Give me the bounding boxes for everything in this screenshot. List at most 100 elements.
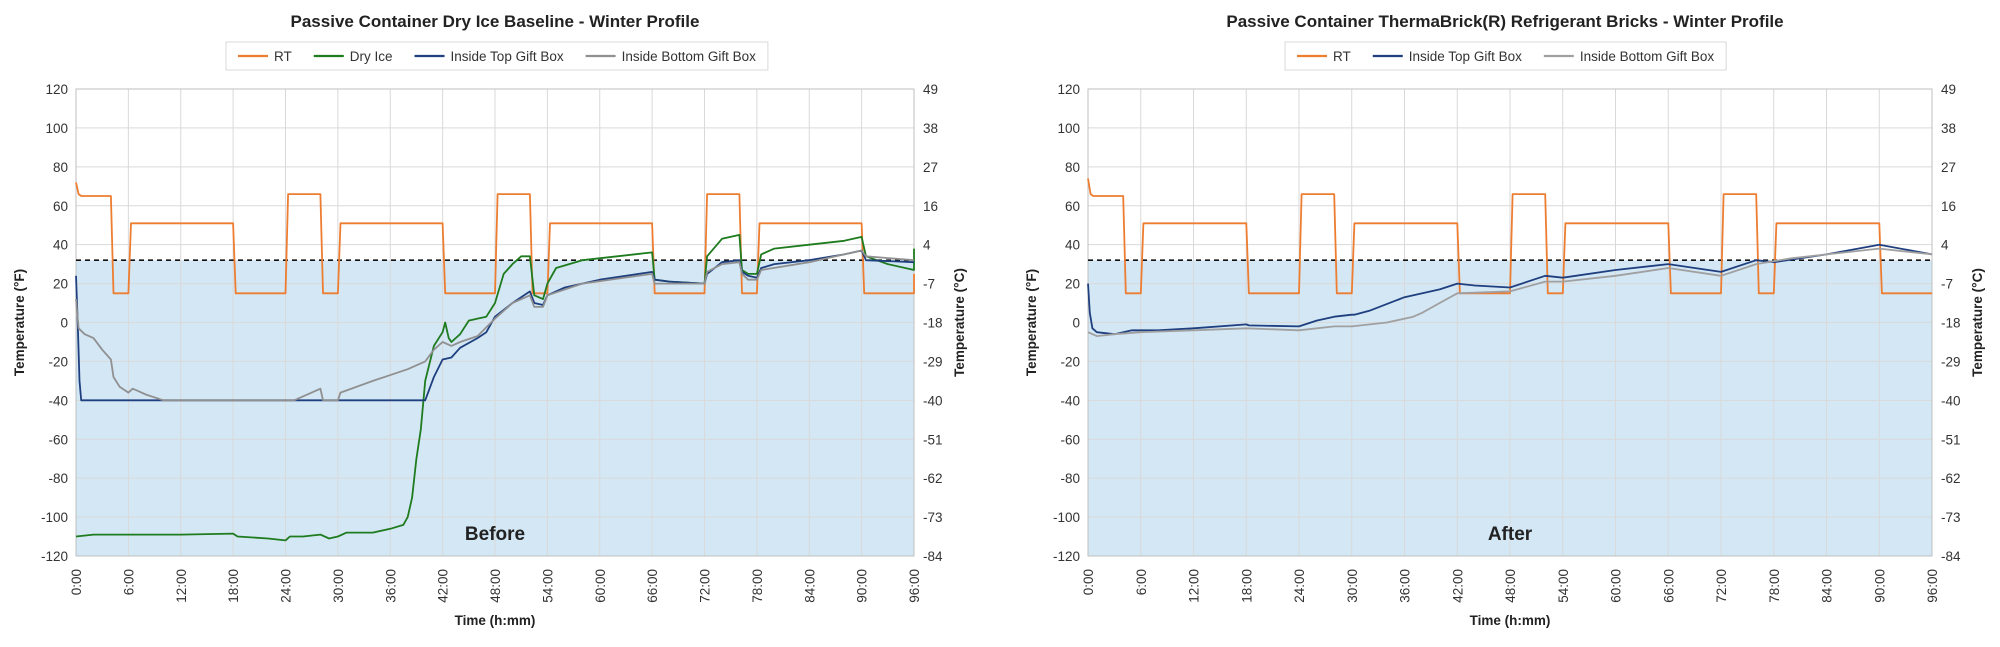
y2-tick-label: -7	[1941, 277, 1953, 292]
legend: RT Inside Top Gift Box Inside Bottom Gift …	[1284, 41, 1727, 71]
y2-tick-label: 27	[1941, 160, 1956, 175]
series-line-dry-ice	[75, 234, 915, 542]
y-tick-label: -100	[41, 510, 68, 525]
y-tick-label: 60	[1065, 199, 1080, 214]
x-tick-label: 24:00	[279, 569, 294, 603]
legend-label: RT	[274, 49, 292, 64]
legend-box	[1284, 41, 1727, 71]
x-tick-label: 72:00	[698, 569, 713, 603]
legend-item: Inside Bottom Gift Box	[1543, 49, 1715, 64]
x-tick-label: 54:00	[540, 569, 555, 603]
y2-tick-label: -29	[1941, 354, 1961, 369]
x-tick-label: 48:00	[1503, 569, 1518, 603]
y-tick-label: 40	[1065, 238, 1080, 253]
y2-tick-label: 4	[923, 238, 931, 253]
x-axis-title: Time (h:mm)	[455, 613, 536, 628]
y2-tick-label: -18	[1941, 316, 1961, 331]
plot-area	[75, 88, 915, 557]
legend-label: Inside Top Gift Box	[451, 49, 564, 64]
x-tick-label: 12:00	[1187, 569, 1202, 603]
series-line-inside-bottom-gift-box	[1087, 247, 1933, 337]
y2-axis-title: Temperature (°C)	[1970, 268, 1985, 377]
y-tick-label: -60	[48, 432, 68, 447]
legend-item: Inside Bottom Gift Box	[585, 49, 757, 64]
y-tick-label: 0	[1072, 316, 1080, 331]
y2-tick-label: -51	[1941, 432, 1961, 447]
x-tick-label: 48:00	[488, 569, 503, 603]
legend-item: Inside Top Gift Box	[1372, 49, 1522, 64]
x-tick-label: 54:00	[1556, 569, 1571, 603]
y-tick-label: 60	[53, 199, 68, 214]
y-tick-label: -40	[1060, 393, 1080, 408]
y-tick-label: 20	[1065, 277, 1080, 292]
y-tick-label: -120	[1053, 549, 1080, 564]
chart-1: -120 -100 -80 -60 -40 -20 0 20 40 60 80 100 120 -84 -7…	[12, 12, 967, 628]
series-line-inside-bottom-gift-box	[75, 249, 915, 402]
x-tick-label: 18:00	[1239, 569, 1254, 603]
x-tick-label: 78:00	[1767, 569, 1782, 603]
legend-label: Inside Bottom Gift Box	[1580, 49, 1715, 64]
y2-tick-label: -84	[1941, 549, 1961, 564]
y2-tick-label: 38	[1941, 121, 1956, 136]
y-tick-label: 120	[1057, 82, 1080, 97]
y-tick-label: -80	[1060, 471, 1080, 486]
y2-axis-title: Temperature (°C)	[952, 268, 967, 377]
x-tick-label: 96:00	[907, 569, 922, 603]
x-tick-label: 90:00	[1872, 569, 1887, 603]
x-tick-label: 72:00	[1714, 569, 1729, 603]
chart-annotation: After	[1488, 524, 1533, 545]
y2-tick-label: -51	[923, 432, 943, 447]
y2-tick-label: -7	[923, 277, 935, 292]
x-tick-label: 42:00	[1450, 569, 1465, 603]
y-tick-label: 80	[1065, 160, 1080, 175]
y-tick-label: -20	[48, 354, 68, 369]
legend-label: Inside Top Gift Box	[1409, 49, 1522, 64]
y-tick-label: -100	[1053, 510, 1080, 525]
y2-tick-label: -62	[923, 471, 943, 486]
y-axis-title: Temperature (°F)	[1024, 269, 1039, 376]
y2-tick-label: 16	[1941, 199, 1956, 214]
x-tick-label: 6:00	[1134, 569, 1149, 595]
chart-2: -120 -100 -80 -60 -40 -20 0 20 40 60 80 100 120 -84 -7…	[1024, 12, 1985, 628]
y2-tick-label: -62	[1941, 471, 1961, 486]
y-tick-label: 100	[1057, 121, 1080, 136]
x-tick-label: 0:00	[1081, 569, 1096, 595]
x-tick-label: 6:00	[121, 569, 136, 595]
legend-label: Inside Bottom Gift Box	[622, 49, 757, 64]
legend-item: RT	[1297, 49, 1351, 64]
y2-tick-label: -29	[923, 354, 943, 369]
y-axis-title: Temperature (°F)	[12, 269, 27, 376]
y2-tick-label: 27	[923, 160, 938, 175]
plot-area	[1087, 88, 1933, 557]
x-tick-label: 78:00	[750, 569, 765, 603]
y-tick-label: 120	[45, 82, 68, 97]
y2-tick-label: 49	[923, 82, 938, 97]
y2-tick-label: -18	[923, 316, 943, 331]
x-tick-label: 90:00	[855, 569, 870, 603]
y2-tick-label: -73	[1941, 510, 1961, 525]
x-tick-label: 96:00	[1925, 569, 1940, 603]
legend-item: Inside Top Gift Box	[414, 49, 564, 64]
x-tick-label: 24:00	[1292, 569, 1307, 603]
y2-tick-label: -84	[923, 549, 943, 564]
chart-annotation: Before	[465, 524, 525, 545]
y2-tick-label: -73	[923, 510, 943, 525]
series-line-rt	[75, 182, 915, 295]
y-tick-label: 100	[45, 121, 68, 136]
y-tick-label: 80	[53, 160, 68, 175]
legend-label: Dry Ice	[350, 49, 393, 64]
legend-item: RT	[238, 49, 292, 64]
x-tick-label: 84:00	[802, 569, 817, 603]
x-tick-label: 66:00	[645, 569, 660, 603]
y2-tick-label: -40	[923, 393, 943, 408]
x-tick-label: 30:00	[331, 569, 346, 603]
legend: RT Dry Ice Inside Top Gift Box Inside Botto…	[225, 41, 769, 71]
x-tick-label: 0:00	[69, 569, 84, 595]
y2-tick-label: 16	[923, 199, 938, 214]
x-tick-label: 18:00	[226, 569, 241, 603]
y-tick-label: 20	[53, 277, 68, 292]
x-axis-title: Time (h:mm)	[1470, 613, 1551, 628]
y2-tick-label: 49	[1941, 82, 1956, 97]
x-tick-label: 36:00	[1398, 569, 1413, 603]
